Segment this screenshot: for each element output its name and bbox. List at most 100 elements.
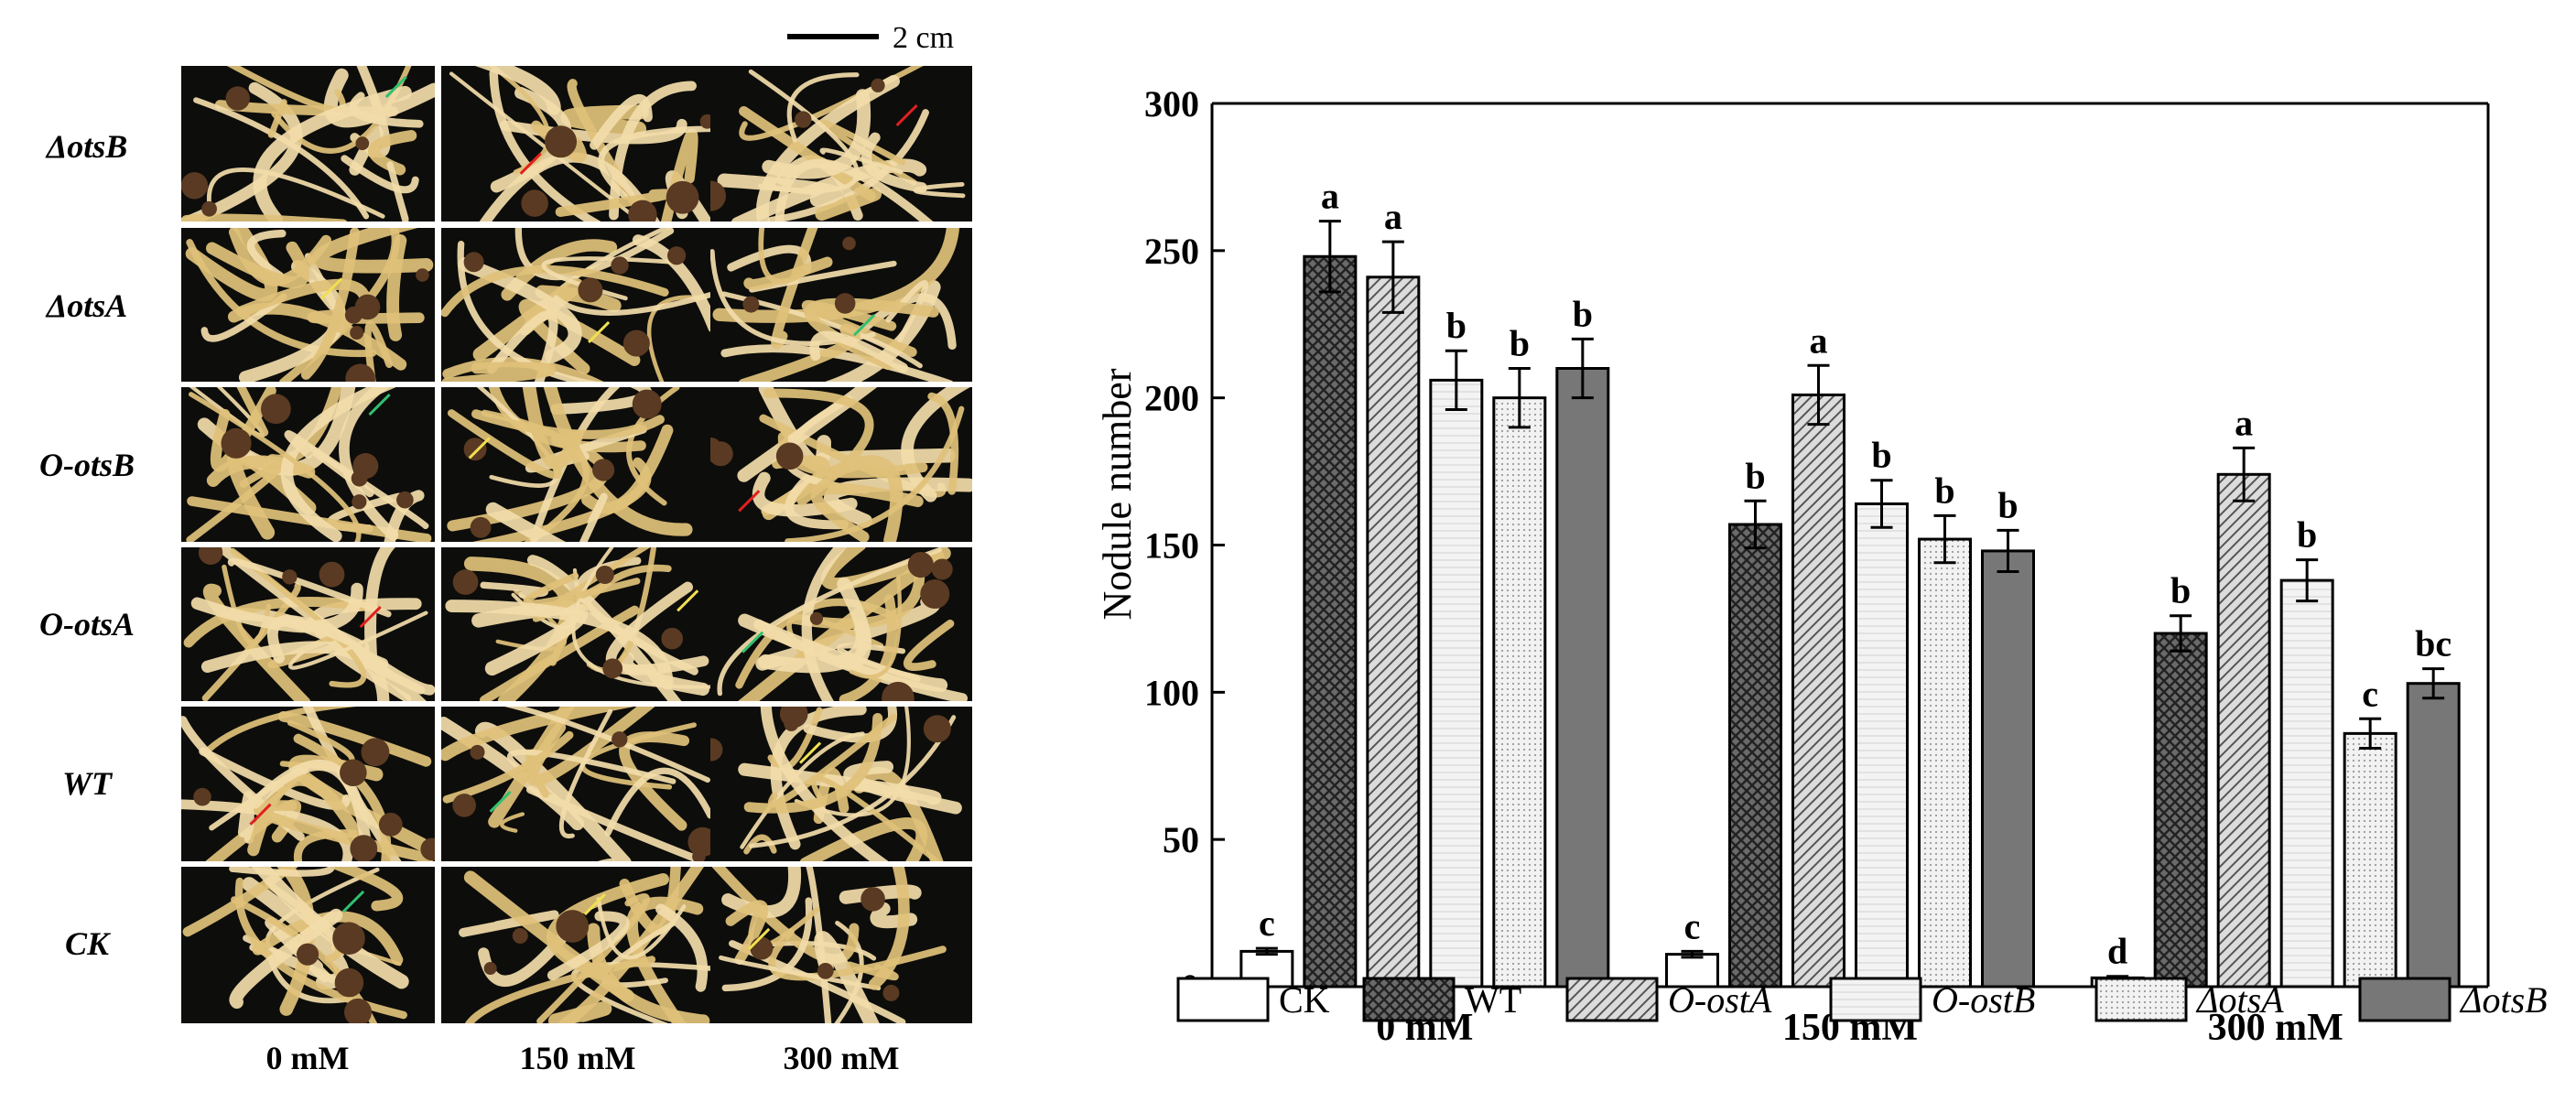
y-tick-label: 300 bbox=[1144, 83, 1199, 124]
photo-cell bbox=[181, 547, 435, 701]
significance-letter: c bbox=[1684, 905, 1701, 946]
photo-cell bbox=[441, 387, 714, 542]
photo-cells bbox=[181, 66, 972, 1023]
photo-cell bbox=[181, 707, 435, 861]
error-bar bbox=[1445, 349, 1467, 412]
root-photo-grid: 2 cm ΔotsB ΔotsA O-otsB O-otsA WT CK 0 m… bbox=[39, 21, 972, 1076]
root-photo-panel: 2 cm ΔotsB ΔotsA O-otsB O-otsA WT CK 0 m… bbox=[0, 0, 989, 1097]
error-bar bbox=[1933, 513, 1956, 565]
photo-cell bbox=[181, 228, 435, 382]
photo-cell bbox=[710, 66, 972, 221]
bar bbox=[1981, 549, 2035, 989]
photo-cell bbox=[441, 867, 714, 1023]
plot-area bbox=[1212, 102, 2490, 987]
error-bar bbox=[2170, 614, 2192, 653]
bar bbox=[2343, 731, 2397, 989]
photo-cell bbox=[181, 867, 435, 1023]
error-bar bbox=[2233, 446, 2256, 502]
significance-letter: b bbox=[1871, 435, 1891, 476]
legend-swatch bbox=[1176, 977, 1270, 1022]
bar bbox=[1555, 367, 1610, 989]
legend-label: WT bbox=[1465, 979, 1521, 1021]
significance-letter: c bbox=[1259, 902, 1275, 944]
bar bbox=[2216, 472, 2271, 989]
legend-swatch bbox=[2358, 977, 2452, 1022]
bar bbox=[1492, 396, 1547, 989]
row-label-o-otsA: O-otsA bbox=[39, 606, 135, 643]
significance-letter: a bbox=[1321, 176, 1339, 217]
error-bar bbox=[1870, 479, 1893, 529]
error-bar bbox=[2359, 717, 2382, 750]
bar bbox=[2279, 578, 2334, 989]
error-bar bbox=[2422, 667, 2445, 700]
legend: CK WT O-ostA O-ostB ΔotsA ΔotsB bbox=[1176, 977, 2548, 1022]
photo-cell bbox=[710, 547, 972, 701]
y-tick-label: 200 bbox=[1144, 378, 1199, 419]
column-label-300mM: 300 mM bbox=[784, 1040, 900, 1076]
significance-letter: a bbox=[1810, 319, 1828, 361]
significance-letter: c bbox=[2362, 673, 2378, 714]
significance-letter: bc bbox=[2415, 623, 2452, 664]
error-bar bbox=[1997, 528, 2019, 573]
photo-cell bbox=[441, 66, 714, 221]
bar bbox=[1366, 276, 1421, 989]
significance-letter: b bbox=[1745, 455, 1765, 496]
photo-cell bbox=[441, 228, 714, 382]
significance-letter: d bbox=[2107, 931, 2127, 972]
error-bar bbox=[1508, 367, 1531, 429]
row-labels: ΔotsB ΔotsA O-otsB O-otsA WT CK bbox=[39, 128, 135, 962]
bar bbox=[1303, 254, 1358, 989]
error-bar bbox=[1571, 337, 1594, 400]
row-label-ck: CK bbox=[65, 925, 112, 962]
legend-label: ΔotsA bbox=[2195, 979, 2284, 1021]
error-bar bbox=[2296, 558, 2319, 603]
error-bar bbox=[1807, 363, 1830, 427]
significance-letter: b bbox=[2297, 514, 2317, 556]
significance-letter: b bbox=[1510, 323, 1530, 364]
photo-cell bbox=[181, 387, 435, 542]
legend-swatch bbox=[1565, 977, 1659, 1022]
bar bbox=[1855, 502, 1909, 989]
significance-letter: a bbox=[2235, 402, 2253, 443]
photo-cell bbox=[710, 387, 972, 542]
bar bbox=[2153, 632, 2208, 989]
legend-swatch bbox=[1362, 977, 1456, 1022]
y-tick-label: 50 bbox=[1163, 819, 1199, 860]
significance-letter: b bbox=[1934, 470, 1954, 511]
column-label-0mM: 0 mM bbox=[266, 1040, 350, 1076]
bar bbox=[1791, 393, 1845, 989]
legend-swatch bbox=[2094, 977, 2188, 1022]
legend-item: ΔotsA bbox=[2094, 977, 2284, 1022]
photo-cell bbox=[710, 867, 972, 1023]
row-label-dotsB: ΔotsB bbox=[45, 128, 128, 165]
legend-label: O-ostA bbox=[1668, 979, 1772, 1021]
y-tick-label: 100 bbox=[1144, 672, 1199, 713]
row-label-o-otsB: O-otsB bbox=[39, 447, 135, 483]
error-bar bbox=[1255, 946, 1278, 956]
bar bbox=[1918, 537, 1972, 989]
y-tick-label: 250 bbox=[1144, 231, 1199, 272]
error-bar bbox=[1318, 220, 1341, 294]
y-tick-label: 150 bbox=[1144, 525, 1199, 567]
column-labels: 0 mM 150 mM 300 mM bbox=[266, 1040, 900, 1076]
photo-cell bbox=[710, 228, 972, 382]
bar bbox=[1728, 523, 1782, 989]
scale-bar-label: 2 cm bbox=[893, 21, 954, 55]
legend-item: O-ostA bbox=[1565, 977, 1772, 1022]
legend-item: CK bbox=[1176, 977, 1330, 1022]
significance-letter: b bbox=[2170, 570, 2191, 611]
photo-cell bbox=[181, 66, 435, 221]
significance-letter: a bbox=[1384, 196, 1402, 237]
legend-label: CK bbox=[1279, 979, 1330, 1021]
legend-item: O-ostB bbox=[1829, 977, 2035, 1022]
y-axis: 050100150200250300 bbox=[1144, 83, 1225, 1008]
photo-cell bbox=[441, 707, 714, 861]
error-bar bbox=[1744, 499, 1767, 550]
error-bar bbox=[1381, 240, 1404, 314]
legend-label: O-ostB bbox=[1932, 979, 2035, 1021]
x-tick-label: 300 mM bbox=[2208, 1007, 2343, 1049]
legend-item: ΔotsB bbox=[2358, 977, 2548, 1022]
